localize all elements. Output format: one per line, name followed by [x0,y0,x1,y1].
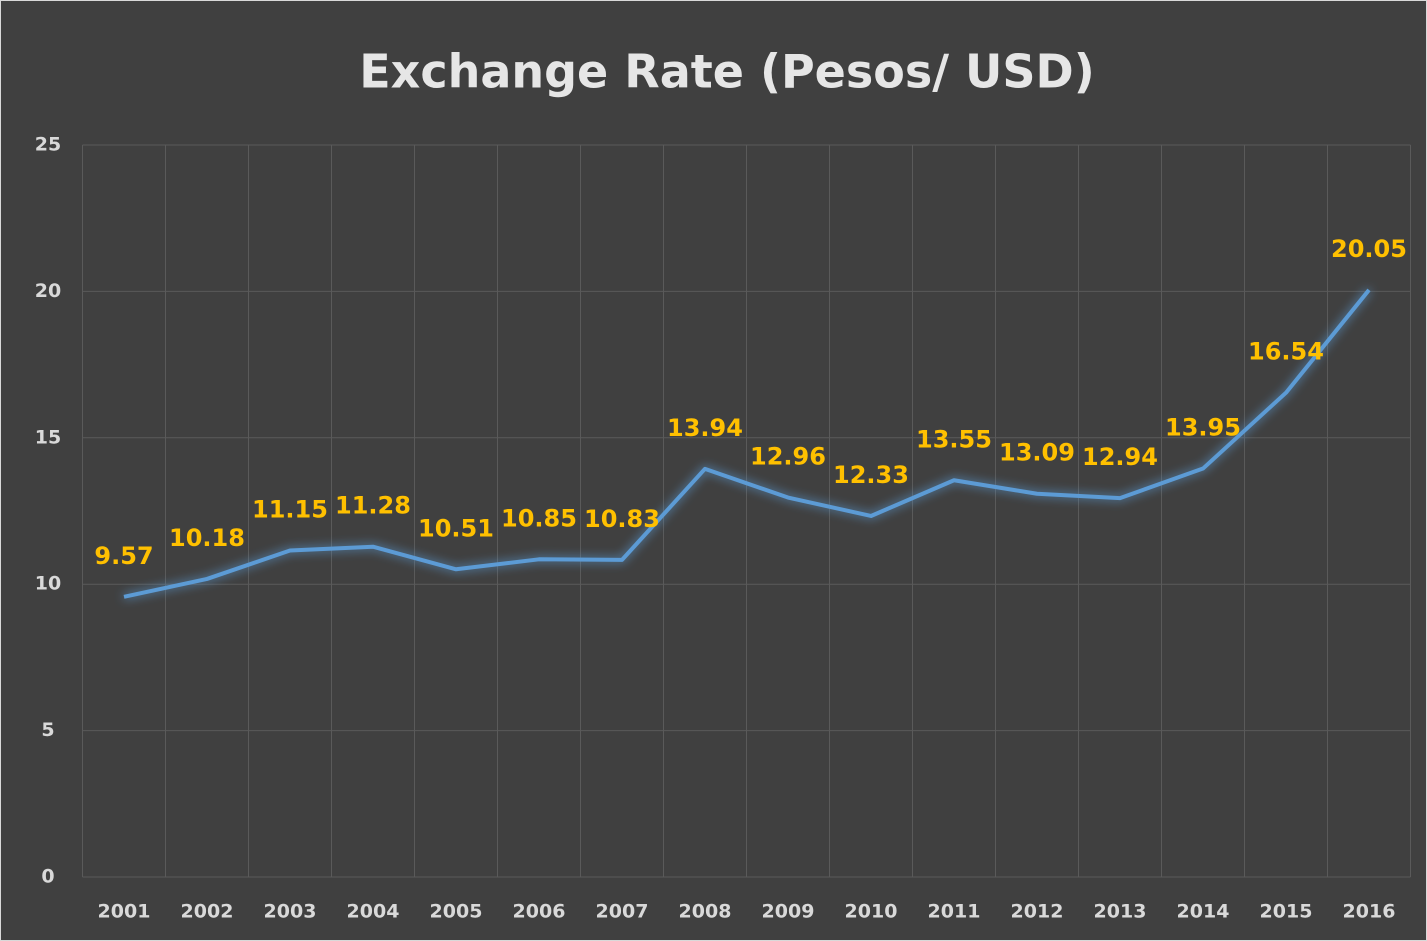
data-label: 10.18 [169,524,245,552]
data-label: 11.15 [252,496,328,524]
data-label: 10.85 [501,504,577,532]
y-tick-label: 20 [35,280,61,302]
x-tick-label: 2012 [1011,901,1064,923]
y-tick-label: 5 [41,719,54,741]
line [123,288,1371,599]
x-tick-label: 2010 [845,901,898,923]
x-tick-label: 2003 [264,901,317,923]
x-tick-label: 2016 [1343,901,1396,923]
data-label: 13.94 [667,414,743,442]
x-tick-label: 2007 [596,901,649,923]
y-tick-label: 0 [41,866,54,888]
x-tick-label: 2013 [1094,901,1147,923]
data-label: 12.94 [1082,443,1158,471]
x-tick-label: 2014 [1177,901,1230,923]
y-tick-label: 15 [35,426,61,448]
chart-title: Exchange Rate (Pesos/ USD) [359,45,1095,99]
data-label: 10.51 [418,514,494,542]
x-tick-label: 2015 [1260,901,1313,923]
x-tick-label: 2002 [181,901,234,923]
data-label: 16.54 [1248,338,1324,366]
data-label: 13.95 [1165,414,1241,442]
y-tick-label: 10 [35,573,61,595]
x-tick-label: 2001 [98,901,151,923]
x-tick-label: 2005 [430,901,483,923]
data-label: 10.83 [584,505,660,533]
data-label: 11.28 [335,492,411,520]
x-tick-label: 2004 [347,901,400,923]
data-label: 13.09 [999,439,1075,467]
y-tick-label: 25 [35,134,61,156]
x-tick-label: 2006 [513,901,566,923]
data-label: 12.96 [750,443,826,471]
data-label: 12.33 [833,461,909,489]
data-label: 13.55 [916,425,992,453]
x-tick-label: 2008 [679,901,732,923]
x-tick-label: 2011 [928,901,981,923]
x-tick-label: 2009 [762,901,815,923]
data-label: 20.05 [1331,235,1407,263]
data-label: 9.57 [94,542,153,570]
